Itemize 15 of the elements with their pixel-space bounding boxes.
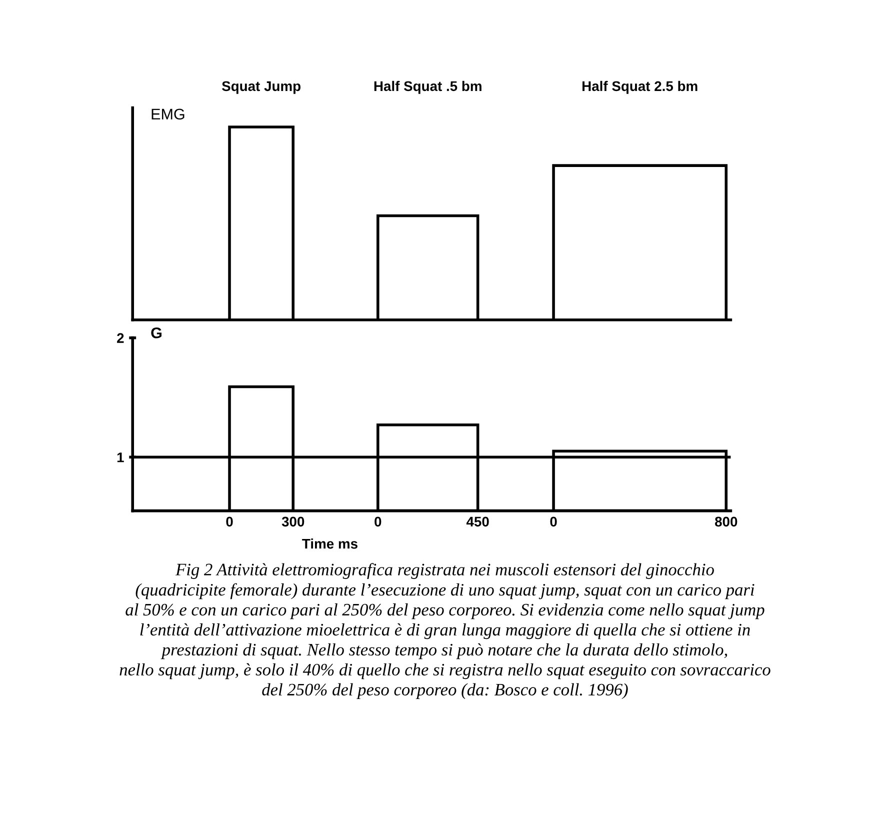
text: 800 (715, 516, 738, 527)
text: 0 (374, 516, 382, 527)
x-tick-label: Half Squat 2.5 bm (582, 80, 698, 94)
caption: Fig 2 Attività elettromiografica registrata nei muscoli estensori del ginocchio (quadricipite femorale) durante l’esecuzione di uno squat jump, squat con un carico pari al 50% e con un carico pari al 250% del peso corporeo. Si evidenzia come nello squat jump l’entità dell’attivazione mioelettrica è di gran lunga maggiore di quella che si ottiene in prestazioni di squat. Nello stesso tempo si può notare che la durata dello stimolo, nello squat jump, è solo il 40% di quello che si registra nello squat eseguito con sovraccarico del 250% del peso corporeo (da: Bosco e coll. 1996) (120, 563, 770, 700)
text: 450 (466, 516, 489, 527)
y-tick-label: 2 (117, 333, 124, 343)
y-tick-label: 1 (117, 452, 124, 462)
y-axis-title: G (151, 327, 162, 338)
x-tick-label: Half Squat .5 bm (374, 80, 482, 94)
x-axis-title: Time ms (302, 538, 358, 549)
text: 0 (550, 516, 557, 527)
text: 300 (282, 516, 304, 527)
text: 0 (226, 516, 233, 527)
x-tick-label: Squat Jump (222, 81, 300, 94)
y-axis-title: EMG (152, 108, 184, 120)
